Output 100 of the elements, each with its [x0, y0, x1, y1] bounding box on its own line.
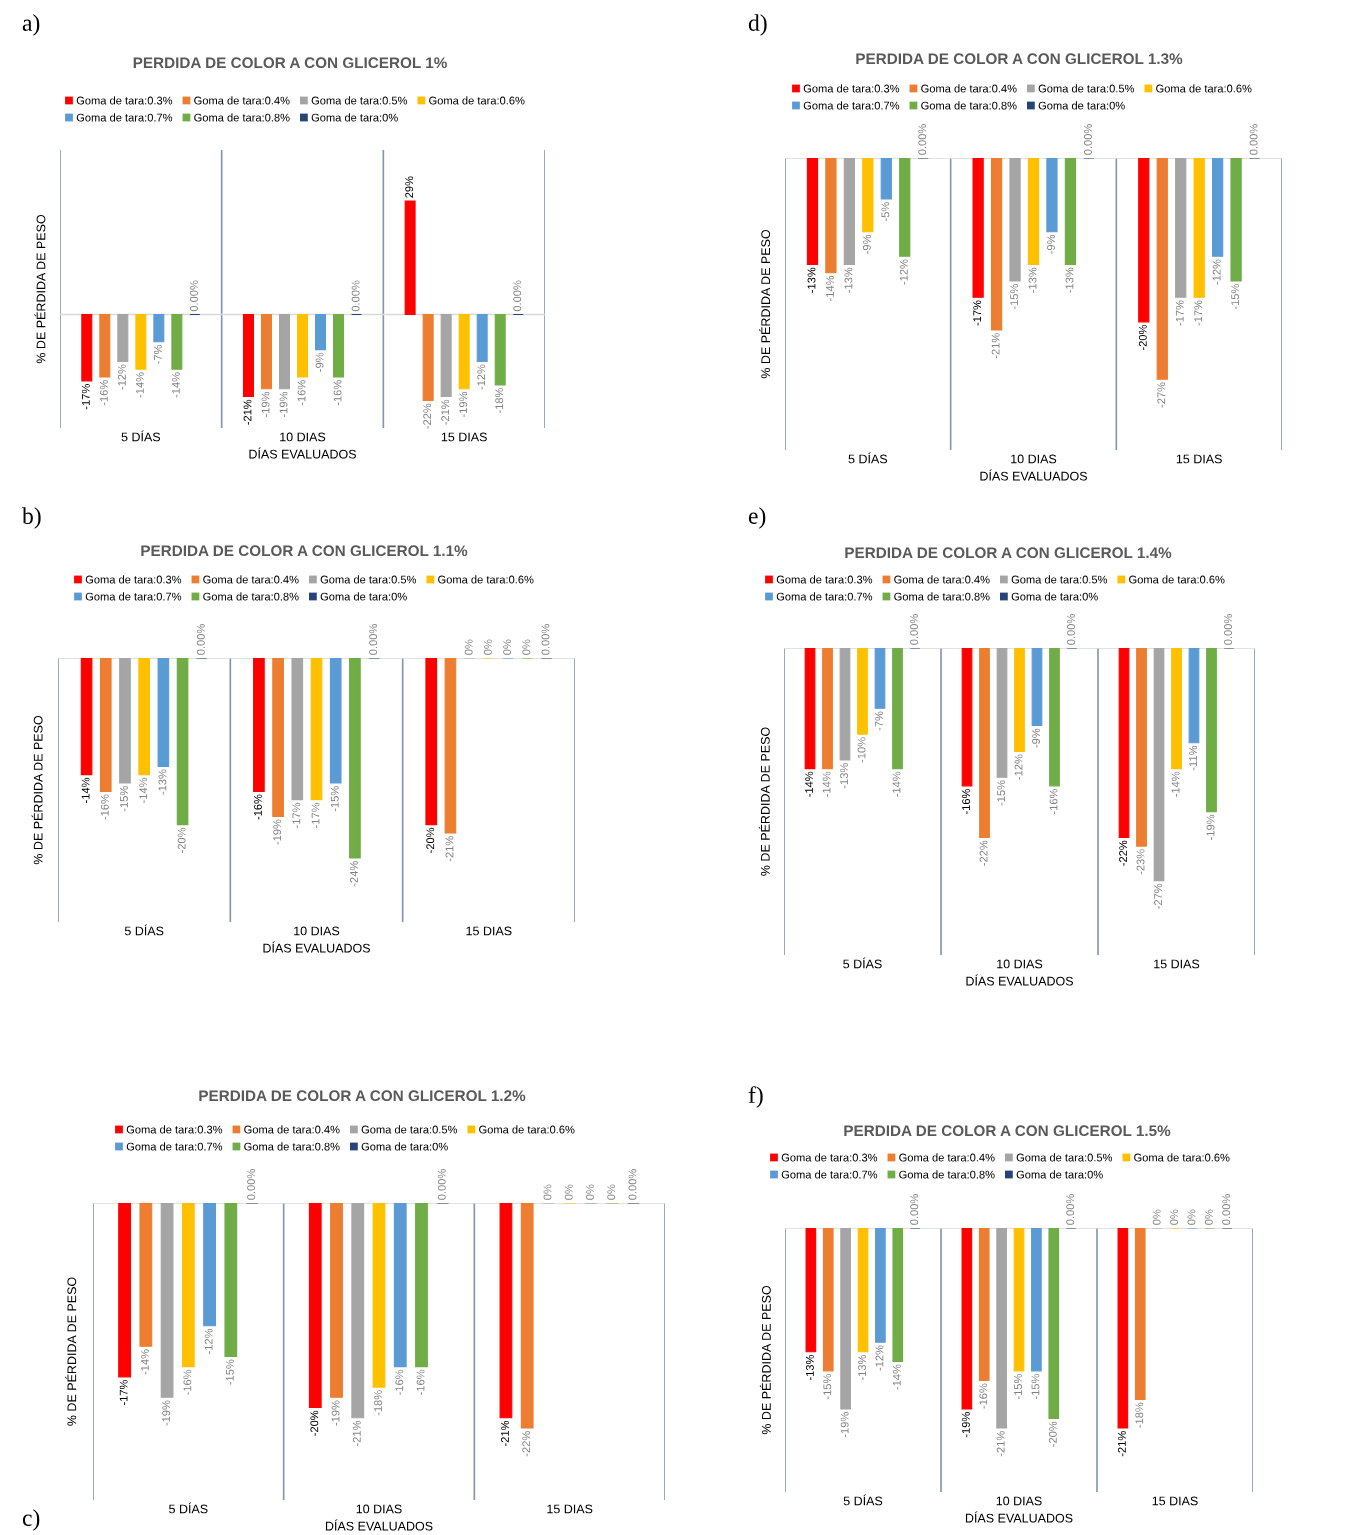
data-label: 0% — [1204, 1209, 1213, 1225]
data-label: -19% — [162, 1400, 171, 1426]
x-tick-label: 5 DÍAS — [843, 957, 882, 969]
data-label: -14% — [822, 771, 831, 797]
data-label: -15% — [225, 1359, 234, 1385]
data-label: -21% — [445, 836, 454, 862]
data-label: -15% — [1010, 284, 1019, 310]
data-label: -12% — [875, 1345, 884, 1371]
chart-title: PERDIDA DE COLOR A CON GLICEROL 1.1% — [141, 545, 468, 557]
data-label: -15% — [823, 1374, 832, 1400]
legend-label: Goma de tara:0.6% — [438, 575, 534, 584]
x-tick-label: 5 DÍAS — [843, 1494, 883, 1506]
data-label: -19% — [273, 819, 282, 845]
data-label: -19% — [459, 391, 468, 417]
legend-label: Goma de tara:0.5% — [1038, 84, 1135, 93]
data-label: 0% — [1187, 1209, 1196, 1225]
data-label: -24% — [350, 861, 358, 887]
data-label: -13% — [158, 769, 167, 795]
data-label: -13% — [807, 267, 816, 293]
y-axis-title: % DE PÉRDIDA DE PESO — [759, 229, 771, 379]
legend-label: Goma de tara:0.6% — [479, 1125, 575, 1134]
legend-label: Goma de tara:0% — [311, 113, 398, 122]
data-label: 0% — [1152, 1209, 1161, 1225]
legend-label: Goma de tara:0.7% — [85, 592, 182, 601]
data-label: -16% — [1049, 788, 1058, 815]
legend-label: Goma de tara:0% — [1016, 1170, 1103, 1179]
data-label: -13% — [840, 763, 848, 789]
data-label: 0.00% — [1067, 614, 1075, 645]
data-label: -15% — [330, 786, 339, 812]
data-label: -22% — [522, 1431, 531, 1457]
legend-label: Goma de tara:0.7% — [803, 101, 900, 110]
x-tick-label: 5 DÍAS — [124, 924, 164, 936]
chart-title: PERDIDA DE COLOR A CON GLICEROL 1.4% — [845, 547, 1172, 559]
data-label: -19% — [331, 1400, 340, 1426]
legend-label: Goma de tara:0.5% — [361, 1125, 458, 1134]
legend-label: Goma de tara:0.5% — [1011, 575, 1108, 584]
data-label: -16% — [962, 788, 970, 815]
data-label: -11% — [1189, 745, 1197, 771]
data-label: -16% — [254, 794, 262, 820]
data-label: 0.00% — [437, 1169, 446, 1200]
legend-label: Goma de tara:0.8% — [899, 1170, 995, 1179]
legend-label: Goma de tara:0% — [361, 1142, 448, 1151]
data-label: 0.00% — [513, 280, 522, 312]
data-label: -20% — [310, 1410, 319, 1436]
legend-label: Goma de tara:0% — [1038, 101, 1125, 110]
legend-label: Goma de tara:0.5% — [311, 96, 408, 105]
data-label: 0.00% — [196, 624, 205, 655]
y-axis-title: % DE PÉRDIDA DE PESO — [31, 715, 43, 865]
data-label: 0.00% — [541, 624, 550, 655]
legend-label: Goma de tara:0.3% — [803, 84, 900, 93]
x-tick-label: 15 DIAS — [1176, 454, 1222, 464]
data-label: -10% — [857, 737, 866, 763]
data-label: -15% — [1231, 284, 1240, 310]
data-label: -9% — [315, 352, 324, 372]
legend-label: Goma de tara:0.4% — [203, 575, 299, 584]
legend-label: Goma de tara:0.4% — [899, 1153, 995, 1162]
data-label: 0.00% — [1224, 614, 1232, 645]
data-label: -14% — [81, 777, 90, 803]
data-label: 0.00% — [351, 280, 360, 312]
data-label: -21% — [1117, 1431, 1126, 1457]
data-label: -13% — [1028, 267, 1037, 293]
x-tick-label: 10 DIAS — [294, 926, 340, 936]
legend-label: Goma de tara:0.3% — [781, 1153, 878, 1162]
x-tick-label: 10 DIAS — [1011, 454, 1057, 464]
data-label: -12% — [1212, 259, 1221, 285]
data-label: 0% — [522, 639, 531, 655]
data-label: 0.00% — [910, 614, 918, 645]
x-tick-label: 5 DÍAS — [848, 452, 888, 464]
legend-label: Goma de tara:0% — [320, 592, 407, 601]
data-label: -13% — [844, 267, 853, 293]
x-tick-label: 10 DIAS — [356, 1504, 402, 1514]
data-label: -16% — [183, 1369, 192, 1395]
data-label: -16% — [100, 794, 109, 820]
data-label: -9% — [1047, 234, 1055, 254]
legend-label: Goma de tara:0.3% — [76, 96, 173, 105]
x-tick-label: 10 DIAS — [997, 959, 1043, 969]
data-label: -21% — [352, 1420, 361, 1446]
data-label: -18% — [1135, 1402, 1144, 1428]
y-axis-title: % DE PÉRDIDA DE PESO — [759, 1285, 771, 1435]
data-label: 0% — [586, 1184, 594, 1200]
data-label: -21% — [996, 1431, 1005, 1457]
x-tick-label: 15 DIAS — [466, 926, 512, 936]
x-axis-title: DÍAS EVALUADOS — [980, 469, 1087, 481]
data-label: -20% — [1138, 325, 1147, 351]
data-label: 0% — [464, 639, 473, 655]
legend-label: Goma de tara:0.8% — [921, 101, 1017, 110]
x-axis-title: DÍAS EVALUADOS — [325, 1519, 433, 1531]
data-label: 0% — [503, 639, 512, 655]
data-label: -17% — [311, 802, 320, 828]
text: a) — [22, 14, 40, 36]
data-label: -20% — [1048, 1421, 1057, 1447]
legend-label: Goma de tara:0.6% — [1129, 575, 1225, 584]
x-tick-label: 5 DÍAS — [169, 1502, 208, 1514]
x-tick-label: 10 DIAS — [996, 1496, 1042, 1506]
data-label: 0.00% — [369, 624, 378, 655]
data-label: 0.00% — [1222, 1194, 1231, 1225]
y-axis-title: % DE PÉRDIDA DE PESO — [758, 727, 770, 876]
x-axis-title: DÍAS EVALUADOS — [263, 941, 370, 953]
data-label: -22% — [979, 840, 988, 866]
data-label: -15% — [1031, 1374, 1040, 1400]
